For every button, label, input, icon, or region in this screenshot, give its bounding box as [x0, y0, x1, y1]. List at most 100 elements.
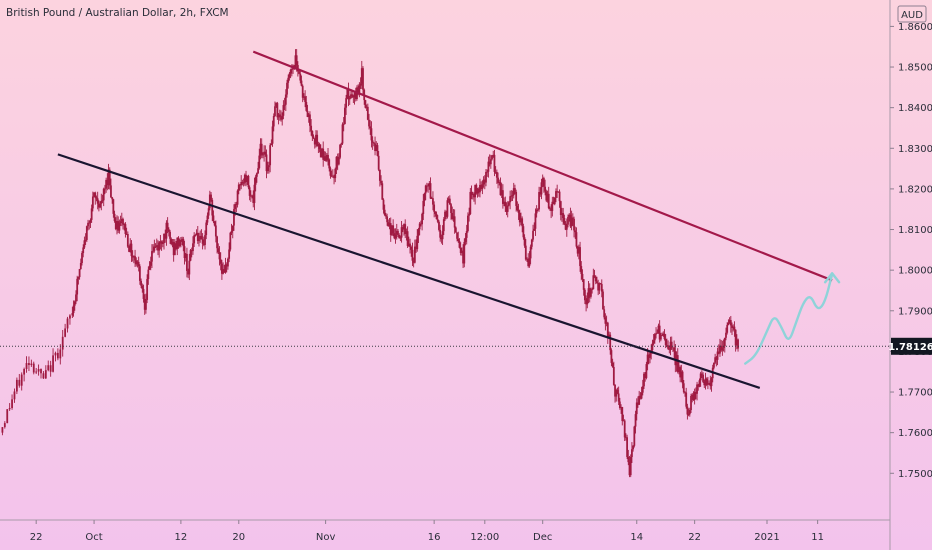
candle-body: [194, 235, 197, 236]
candle-body: [207, 208, 210, 216]
candle-body: [649, 353, 651, 358]
candle-body: [582, 279, 585, 290]
candle-body: [495, 172, 498, 178]
candle-body: [515, 191, 518, 206]
candle-body: [733, 326, 736, 330]
candle-body: [694, 391, 697, 394]
candle-body: [325, 154, 328, 161]
candle-body: [406, 231, 409, 246]
candle-body: [231, 225, 234, 232]
candle-body: [247, 175, 250, 188]
candle-body: [547, 193, 550, 209]
candle-body: [311, 130, 314, 137]
candle-body: [599, 283, 602, 285]
candle-body: [658, 325, 661, 340]
candle-body: [83, 240, 86, 248]
candle-body: [251, 195, 253, 197]
candle-body: [49, 365, 52, 372]
candle-body: [20, 374, 23, 386]
candle-body: [606, 322, 609, 337]
candle-body: [538, 192, 540, 210]
candle-body: [242, 182, 245, 184]
candle-body: [366, 106, 369, 120]
candle-body: [284, 94, 287, 105]
candle-body: [301, 85, 304, 98]
y-tick-label: 1.86000: [898, 22, 932, 33]
candle-body: [641, 386, 644, 393]
x-tick-label: Oct: [85, 532, 102, 543]
x-tick-label: 11: [811, 532, 824, 543]
candle-body: [116, 221, 118, 230]
candle-body: [265, 154, 268, 172]
candle-body: [44, 370, 47, 379]
candle-body: [249, 195, 252, 197]
candle-body: [415, 246, 417, 250]
candle-body: [211, 199, 214, 216]
candle-body: [593, 275, 596, 277]
candle-body: [315, 134, 317, 145]
candle-body: [611, 362, 614, 367]
candle-body: [457, 238, 460, 242]
candle-body: [294, 55, 297, 68]
candle-body: [89, 219, 92, 223]
candle-body: [360, 68, 363, 84]
candle-body: [604, 317, 607, 324]
candle-body: [440, 237, 443, 240]
candle-body: [674, 351, 677, 366]
candle-body: [362, 68, 364, 90]
candle-body: [610, 350, 613, 363]
candle-body: [120, 218, 123, 222]
candle-body: [129, 243, 132, 252]
candle-body: [598, 283, 601, 291]
candle-body: [206, 215, 209, 223]
candle-body: [347, 89, 350, 100]
candle-body: [533, 228, 536, 231]
candle-body: [288, 73, 291, 78]
trendline-upper-resistance[interactable]: [252, 50, 833, 282]
projection-path[interactable]: [744, 273, 834, 365]
candle-body: [569, 214, 572, 227]
candle-body: [473, 193, 475, 198]
candle-body: [639, 395, 642, 399]
candle-body: [148, 265, 151, 270]
candle-body: [56, 352, 59, 359]
candle-body: [570, 217, 573, 227]
trendline-lower-channel[interactable]: [57, 153, 761, 390]
x-tick-label: Nov: [316, 532, 336, 543]
candle-body: [428, 183, 431, 187]
candle-body: [346, 89, 349, 99]
candle-body: [441, 231, 444, 240]
candle-body: [419, 223, 422, 225]
candle-body: [715, 357, 718, 360]
candle-body: [699, 373, 702, 381]
candle-body: [685, 392, 688, 407]
candle-body: [710, 378, 713, 387]
candle-body: [182, 238, 185, 247]
candle-body: [477, 188, 480, 193]
x-tick-label: 16: [428, 532, 441, 543]
candle-body: [179, 240, 182, 242]
candle-body: [135, 260, 138, 265]
candle-body: [590, 289, 592, 297]
candle-body: [682, 383, 685, 393]
candle-body: [240, 182, 243, 186]
projection-layer: [744, 272, 841, 365]
candle-body: [201, 239, 204, 244]
candle-body: [480, 184, 483, 190]
candle-body: [429, 183, 432, 199]
candle-body: [171, 242, 174, 245]
candle-body: [398, 234, 401, 239]
candle-body: [75, 294, 77, 302]
time-axis[interactable]: 22 Oct 12 20 Nov 16 12:00 Dec 14 22 2021 11: [30, 520, 824, 543]
candle-body: [493, 154, 496, 172]
candle-body: [412, 260, 415, 263]
candle-body: [635, 402, 638, 415]
candle-body: [204, 235, 206, 245]
candle-body: [432, 198, 434, 205]
candle-body: [383, 209, 386, 216]
candle-body: [439, 229, 442, 238]
candle-body: [573, 218, 575, 231]
candle-body: [587, 288, 590, 299]
